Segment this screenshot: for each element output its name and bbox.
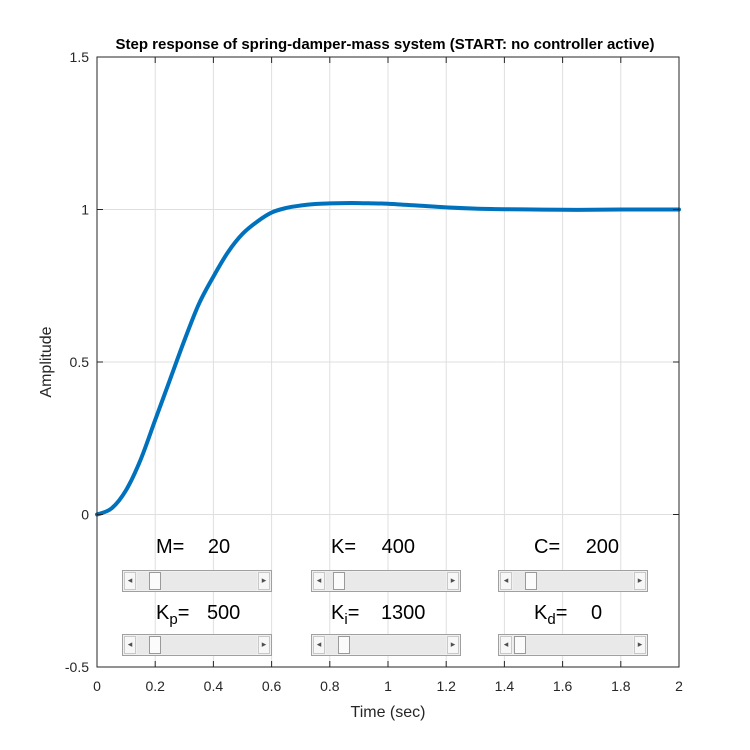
slider-thumb-kd[interactable] [514,636,526,654]
x-tick-label: 0 [93,678,101,694]
y-tick-label: -0.5 [65,659,89,675]
slider-right-arrow-icon[interactable]: ▸ [634,572,646,590]
step-response-line [95,201,681,517]
param-label-ki: Ki= 1300 [331,602,425,628]
slider-thumb-m[interactable] [148,572,161,590]
slider-kd[interactable]: ◂ ▸ [498,634,648,656]
chart-title: Step response of spring-damper-mass syst… [115,36,654,53]
slider-right-arrow-icon[interactable]: ▸ [634,636,646,654]
slider-left-arrow-icon[interactable]: ◂ [124,636,136,654]
slider-ki[interactable]: ◂ ▸ [311,634,461,656]
slider-thumb-k[interactable] [333,572,346,590]
y-tick-label: 0 [81,507,89,523]
y-tick-label: 1.5 [70,49,90,65]
slider-kp[interactable]: ◂ ▸ [122,634,272,656]
param-label-c: C= 200 [534,536,619,559]
param-label-ki-main: K [331,602,345,624]
x-tick-label: 1.2 [436,678,456,694]
slider-thumb-ki[interactable] [337,636,350,654]
x-tick-label: 1.4 [495,678,515,694]
slider-thumb-c[interactable] [524,572,537,590]
slider-right-arrow-icon[interactable]: ▸ [258,572,270,590]
slider-track[interactable] [513,636,633,654]
param-label-kd-sub: d [547,611,556,628]
param-label-kd-eq: = [555,602,568,624]
slider-left-arrow-icon[interactable]: ◂ [500,572,512,590]
param-label-kp-main: K [156,602,170,624]
param-label-kp-eq: = [177,602,190,624]
param-value-kp: 500 [206,602,241,624]
y-tick-labels: -0.5 0 0.5 1 1.5 [65,49,89,675]
param-label-kp-sub: p [169,611,178,628]
tick-marks [96,56,680,668]
x-tick-label: 2 [675,678,683,694]
slider-right-arrow-icon[interactable]: ▸ [447,572,459,590]
param-label-kd: Kd= 0 [534,602,602,628]
y-axis-label: Amplitude [38,326,55,397]
slider-track[interactable] [137,636,257,654]
slider-thumb-kp[interactable] [148,636,161,654]
param-value-k: 400 [381,536,415,558]
param-label-k-text: K= [331,536,357,558]
slider-c[interactable]: ◂ ▸ [498,570,648,592]
slider-track[interactable] [513,572,633,590]
x-tick-label: 0.8 [320,678,340,694]
x-tick-label: 0.4 [204,678,224,694]
param-label-m: M= 20 [156,536,230,559]
x-tick-label: 0.6 [262,678,282,694]
param-label-m-text: M= [156,536,185,558]
param-label-k: K= 400 [331,536,415,559]
slider-left-arrow-icon[interactable]: ◂ [313,572,325,590]
slider-track[interactable] [326,572,446,590]
param-label-c-text: C= [534,536,561,558]
param-value-kd: 0 [590,602,603,624]
y-tick-label: 1 [81,202,89,218]
slider-left-arrow-icon[interactable]: ◂ [124,572,136,590]
param-value-ki: 1300 [380,602,426,624]
param-label-ki-eq: = [347,602,360,624]
param-value-c: 200 [585,536,620,558]
x-tick-label: 1.6 [553,678,573,694]
slider-right-arrow-icon[interactable]: ▸ [447,636,459,654]
param-label-kp: Kp= 500 [156,602,240,628]
x-axis-label: Time (sec) [351,704,426,721]
slider-m[interactable]: ◂ ▸ [122,570,272,592]
slider-track[interactable] [137,572,257,590]
x-tick-label: 0.2 [145,678,165,694]
x-tick-label: 1 [384,678,392,694]
param-label-kd-main: K [534,602,548,624]
slider-left-arrow-icon[interactable]: ◂ [313,636,325,654]
slider-right-arrow-icon[interactable]: ▸ [258,636,270,654]
param-value-m: 20 [207,536,231,558]
x-tick-labels: 0 0.2 0.4 0.6 0.8 1 1.2 1.4 1.6 1.8 2 [93,678,683,694]
slider-left-arrow-icon[interactable]: ◂ [500,636,512,654]
slider-track[interactable] [326,636,446,654]
slider-k[interactable]: ◂ ▸ [311,570,461,592]
x-tick-label: 1.8 [611,678,631,694]
y-tick-label: 0.5 [70,354,90,370]
series-layer [95,201,681,517]
param-label-ki-sub: i [344,611,348,628]
